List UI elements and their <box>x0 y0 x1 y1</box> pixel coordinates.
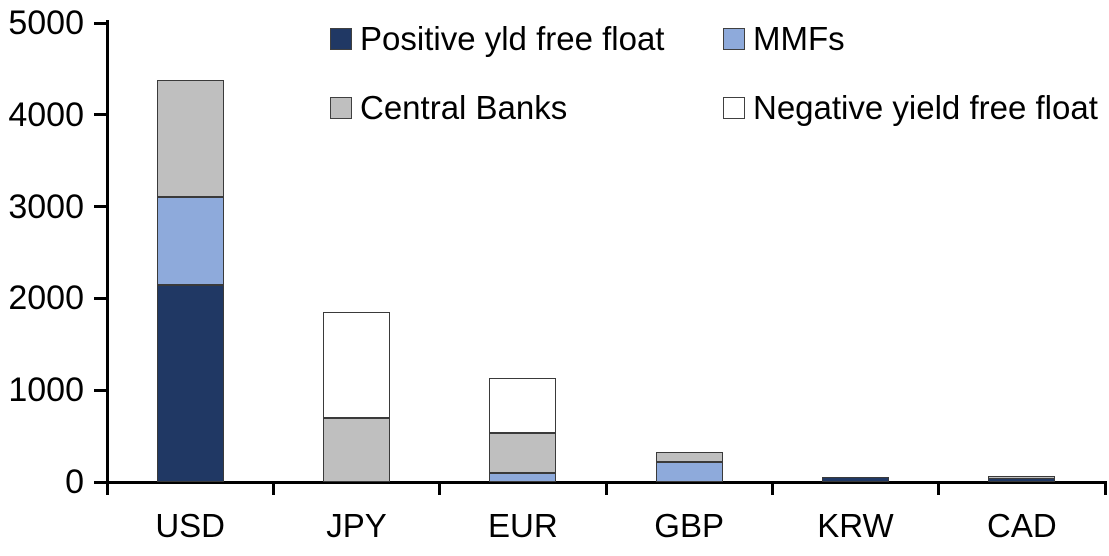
x-axis-tick <box>438 482 442 495</box>
legend-swatch-positive-yld-free-float <box>330 28 352 50</box>
x-axis-label-krw: KRW <box>817 507 894 544</box>
legend-item-positive-yld-free-float: Positive yld free float <box>330 20 664 58</box>
y-axis-tick <box>93 388 106 392</box>
bar-gbp-mmfs <box>656 461 723 482</box>
y-axis-tick-label: 0 <box>65 463 84 501</box>
x-axis-label-usd: USD <box>155 507 225 544</box>
bar-eur-negative-yield-free-float <box>489 378 556 434</box>
y-axis-tick-label: 5000 <box>8 4 84 42</box>
bar-usd-positive-yld-free-float <box>157 284 224 482</box>
y-axis-tick <box>93 205 106 209</box>
bar-usd-central-banks <box>157 79 224 198</box>
y-axis-tick <box>93 296 106 300</box>
legend-label-positive-yld-free-float: Positive yld free float <box>360 20 665 57</box>
bar-jpy-central-banks <box>323 417 390 482</box>
x-axis-tick <box>770 482 774 495</box>
legend-swatch-central-banks <box>330 97 352 119</box>
y-axis-line <box>105 20 109 484</box>
legend-swatch-negative-yield-free-float <box>723 97 745 119</box>
legend-item-central-banks: Central Banks <box>330 89 567 127</box>
x-axis-label-jpy: JPY <box>326 507 387 544</box>
bar-krw-positive-yld-free-float <box>822 477 889 482</box>
x-axis-tick <box>604 482 608 495</box>
x-axis-tick <box>105 482 109 495</box>
x-axis-label-cad: CAD <box>986 507 1057 544</box>
bar-usd-mmfs <box>157 197 224 285</box>
y-axis-tick-label: 2000 <box>8 279 84 318</box>
legend-item-negative-yield-free-float: Negative yield free float <box>723 89 1098 127</box>
y-axis-tick <box>93 21 106 25</box>
x-axis-label-gbp: GBP <box>654 507 724 544</box>
x-axis-tick <box>937 482 941 495</box>
y-axis-tick-label: 1000 <box>8 371 84 410</box>
bar-eur-mmfs <box>489 472 556 482</box>
legend-label-central-banks: Central Banks <box>360 89 568 126</box>
y-axis-tick <box>93 480 106 484</box>
x-axis-label-eur: EUR <box>487 507 558 544</box>
bar-cad-central-banks <box>988 475 1055 479</box>
x-axis-tick <box>271 482 275 495</box>
y-axis-tick-label: 4000 <box>8 95 84 134</box>
legend-item-mmfs: MMFs <box>723 20 845 58</box>
y-axis-tick-label: 3000 <box>8 187 84 226</box>
legend-label-negative-yield-free-float: Negative yield free float <box>753 89 1098 126</box>
x-axis-tick <box>1103 482 1107 495</box>
legend-swatch-mmfs <box>723 28 745 50</box>
legend-label-mmfs: MMFs <box>753 20 845 57</box>
bar-jpy-negative-yield-free-float <box>323 312 390 418</box>
bar-gbp-central-banks <box>656 451 723 462</box>
y-axis-tick <box>93 113 106 117</box>
bar-eur-central-banks <box>489 433 556 473</box>
